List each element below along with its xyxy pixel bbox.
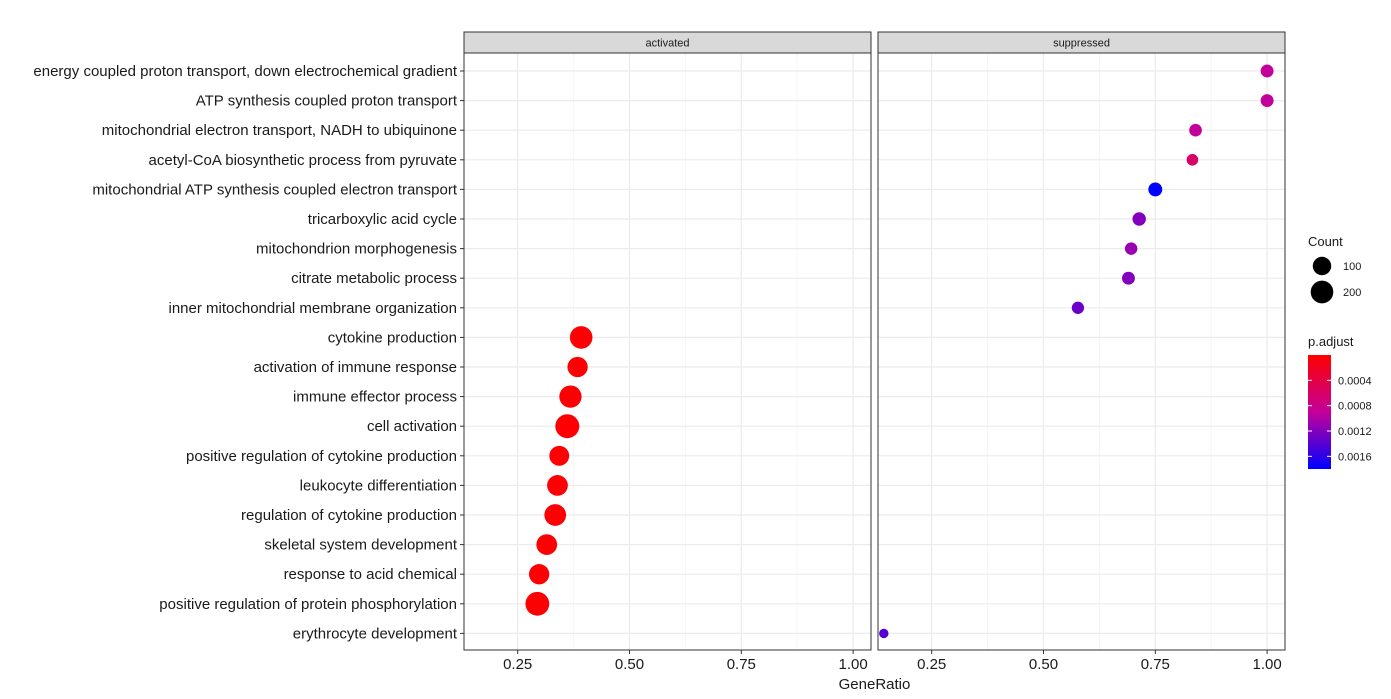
data-point — [555, 414, 580, 439]
data-point — [567, 356, 588, 378]
y-term-label: mitochondrion morphogenesis — [256, 241, 457, 258]
y-term-label: immune effector process — [293, 389, 457, 406]
color-legend-bar — [1308, 355, 1331, 469]
y-term-label: regulation of cytokine production — [241, 507, 457, 524]
data-point — [1260, 64, 1274, 78]
y-term-label: skeletal system development — [264, 537, 457, 554]
y-term-label: inner mitochondrial membrane organizatio… — [169, 300, 458, 317]
size-legend-key — [1312, 256, 1332, 276]
x-tick-label: 0.50 — [615, 656, 644, 673]
data-point — [1186, 154, 1199, 166]
data-point — [559, 385, 582, 408]
x-tick-label: 0.75 — [727, 656, 756, 673]
data-point — [525, 591, 550, 616]
y-term-label: energy coupled proton transport, down el… — [33, 63, 457, 80]
panel-background — [878, 53, 1285, 650]
y-term-label: cytokine production — [328, 329, 457, 346]
color-legend-label: 0.0008 — [1338, 401, 1372, 413]
x-tick-label: 0.25 — [917, 656, 946, 673]
y-term-label: cell activation — [367, 418, 457, 435]
data-point — [879, 628, 889, 639]
color-legend-label: 0.0016 — [1338, 451, 1372, 463]
data-point — [528, 564, 550, 585]
size-legend-label: 200 — [1343, 287, 1361, 299]
x-tick-label: 0.25 — [503, 656, 532, 673]
data-point — [569, 326, 593, 349]
data-point — [1122, 271, 1135, 285]
data-point — [549, 445, 570, 466]
panel-background — [464, 53, 871, 650]
panel-border — [877, 52, 1286, 651]
data-point — [1260, 94, 1274, 108]
data-point — [1189, 123, 1202, 137]
y-term-label: positive regulation of protein phosphory… — [159, 596, 457, 613]
data-point — [536, 534, 558, 555]
y-term-label: tricarboxylic acid cycle — [308, 211, 457, 228]
size-legend-title: Count — [1308, 234, 1343, 249]
color-legend-title: p.adjust — [1308, 334, 1354, 349]
x-tick-label: 0.75 — [1141, 656, 1170, 673]
x-axis-title: GeneRatio — [839, 676, 911, 693]
color-legend: p.adjust 0.0004 0.0008 0.0012 0.0016 — [1308, 334, 1372, 469]
y-term-label: response to acid chemical — [284, 566, 457, 583]
y-term-label: activation of immune response — [254, 359, 457, 376]
data-point — [544, 504, 567, 526]
data-point — [1071, 301, 1085, 314]
facet-panel-activated: activated 0.25 0.50 0.75 1.00 — [463, 31, 872, 673]
data-point — [1124, 242, 1138, 255]
size-legend-key — [1310, 280, 1334, 304]
y-term-label: erythrocyte development — [293, 625, 458, 642]
facet-strip-label: suppressed — [1053, 38, 1110, 50]
y-term-label: positive regulation of cytokine producti… — [186, 448, 457, 465]
y-term-label: ATP synthesis coupled proton transport — [196, 93, 458, 110]
y-term-label: mitochondrial ATP synthesis coupled elec… — [92, 181, 457, 198]
data-point — [547, 475, 568, 496]
x-tick-label: 1.00 — [1253, 656, 1282, 673]
size-legend-label: 100 — [1343, 261, 1361, 273]
data-point — [1148, 182, 1163, 197]
y-term-label: mitochondrial electron transport, NADH t… — [102, 122, 457, 139]
color-legend-label: 0.0004 — [1338, 375, 1372, 387]
panel-border — [463, 52, 872, 651]
x-tick-label: 0.50 — [1029, 656, 1058, 673]
y-term-label: leukocyte differentiation — [300, 477, 457, 494]
data-point — [1132, 212, 1146, 226]
x-tick-label: 1.00 — [839, 656, 868, 673]
y-term-label: citrate metabolic process — [291, 270, 457, 287]
facet-panel-suppressed: suppressed 0.25 0.50 0.75 1.00 — [877, 31, 1286, 673]
y-term-label: acetyl-CoA biosynthetic process from pyr… — [149, 152, 457, 169]
color-legend-label: 0.0012 — [1338, 426, 1372, 438]
facet-strip-label: activated — [645, 38, 689, 50]
